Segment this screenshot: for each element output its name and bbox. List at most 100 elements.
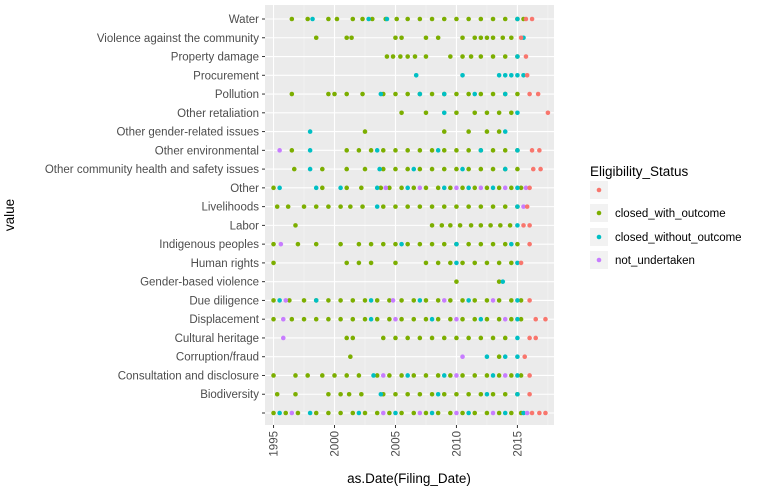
data-point bbox=[411, 298, 417, 303]
data-point bbox=[378, 91, 384, 97]
data-point bbox=[435, 35, 441, 41]
x-axis-title: as.Date(Filing_Date) bbox=[347, 471, 471, 486]
data-point bbox=[478, 16, 484, 22]
data-point bbox=[478, 185, 484, 191]
y-tick-label: Gender-based violence bbox=[140, 277, 259, 289]
data-point bbox=[478, 204, 484, 209]
data-point bbox=[423, 110, 429, 116]
data-point bbox=[374, 148, 380, 153]
data-point bbox=[448, 298, 453, 303]
data-point bbox=[466, 166, 471, 172]
data-point bbox=[460, 72, 465, 78]
data-point bbox=[441, 110, 447, 116]
data-point bbox=[472, 35, 478, 41]
data-point bbox=[478, 316, 484, 322]
y-tick-label: Procurement bbox=[193, 70, 260, 82]
data-point bbox=[301, 316, 307, 322]
data-point bbox=[338, 298, 343, 303]
data-point bbox=[429, 204, 435, 209]
y-axis-title: value bbox=[2, 199, 17, 231]
data-point bbox=[454, 373, 459, 378]
data-point bbox=[399, 185, 404, 191]
data-point bbox=[529, 410, 535, 416]
data-point bbox=[393, 204, 398, 209]
data-point bbox=[285, 204, 291, 209]
data-point bbox=[387, 316, 392, 322]
data-point bbox=[460, 54, 465, 59]
data-point bbox=[417, 391, 423, 397]
data-point bbox=[271, 185, 276, 191]
data-point bbox=[502, 316, 508, 322]
data-point bbox=[466, 148, 471, 153]
data-point bbox=[454, 185, 459, 191]
data-point bbox=[411, 166, 417, 172]
data-point bbox=[507, 223, 513, 228]
data-point bbox=[515, 204, 520, 209]
data-point bbox=[484, 260, 490, 266]
data-point bbox=[289, 148, 295, 153]
data-point bbox=[360, 204, 365, 209]
data-point bbox=[448, 410, 453, 416]
data-point bbox=[466, 391, 471, 397]
data-point bbox=[490, 16, 496, 22]
data-point bbox=[490, 91, 496, 97]
data-point bbox=[374, 316, 380, 322]
data-point bbox=[405, 16, 410, 22]
data-point bbox=[344, 335, 350, 341]
data-point bbox=[441, 241, 447, 247]
data-point bbox=[356, 148, 362, 153]
data-point bbox=[338, 391, 343, 397]
data-point bbox=[468, 223, 474, 228]
data-point bbox=[378, 185, 384, 191]
data-point bbox=[338, 204, 343, 209]
data-point bbox=[360, 91, 365, 97]
data-point bbox=[484, 110, 490, 116]
data-point bbox=[278, 241, 284, 247]
data-point bbox=[484, 129, 490, 134]
data-point bbox=[460, 354, 465, 360]
data-point bbox=[448, 316, 453, 322]
data-point bbox=[429, 166, 435, 172]
data-point bbox=[350, 16, 356, 22]
data-point bbox=[393, 35, 398, 41]
data-point bbox=[509, 72, 514, 78]
y-tick-label: Corruption/fraud bbox=[176, 352, 259, 364]
data-point bbox=[366, 16, 371, 22]
data-point bbox=[350, 298, 356, 303]
data-point bbox=[338, 241, 343, 247]
data-point bbox=[538, 166, 543, 172]
data-point bbox=[490, 148, 496, 153]
data-point bbox=[320, 373, 325, 378]
data-point bbox=[490, 373, 496, 378]
data-point bbox=[326, 298, 331, 303]
data-point bbox=[484, 373, 490, 378]
data-point bbox=[478, 35, 484, 41]
data-point bbox=[350, 316, 356, 322]
data-point bbox=[490, 204, 496, 209]
data-point bbox=[394, 16, 399, 22]
data-point bbox=[441, 298, 447, 303]
data-point bbox=[454, 279, 459, 284]
data-point bbox=[527, 241, 532, 247]
data-point bbox=[441, 166, 447, 172]
data-point bbox=[439, 223, 445, 228]
data-point bbox=[374, 298, 380, 303]
data-point bbox=[537, 148, 542, 153]
data-point bbox=[515, 185, 520, 191]
data-point bbox=[460, 373, 465, 378]
data-point bbox=[490, 241, 496, 247]
panel-background bbox=[265, 5, 554, 425]
data-point bbox=[370, 16, 375, 22]
data-point bbox=[405, 91, 410, 97]
data-point bbox=[405, 391, 410, 397]
data-point bbox=[271, 373, 276, 378]
data-point bbox=[466, 335, 471, 341]
data-point bbox=[472, 410, 478, 416]
data-point bbox=[301, 204, 307, 209]
data-point bbox=[326, 91, 331, 97]
data-point bbox=[441, 335, 447, 341]
data-point bbox=[350, 410, 356, 416]
data-point bbox=[502, 148, 508, 153]
data-point bbox=[441, 16, 447, 22]
data-point bbox=[448, 260, 453, 266]
